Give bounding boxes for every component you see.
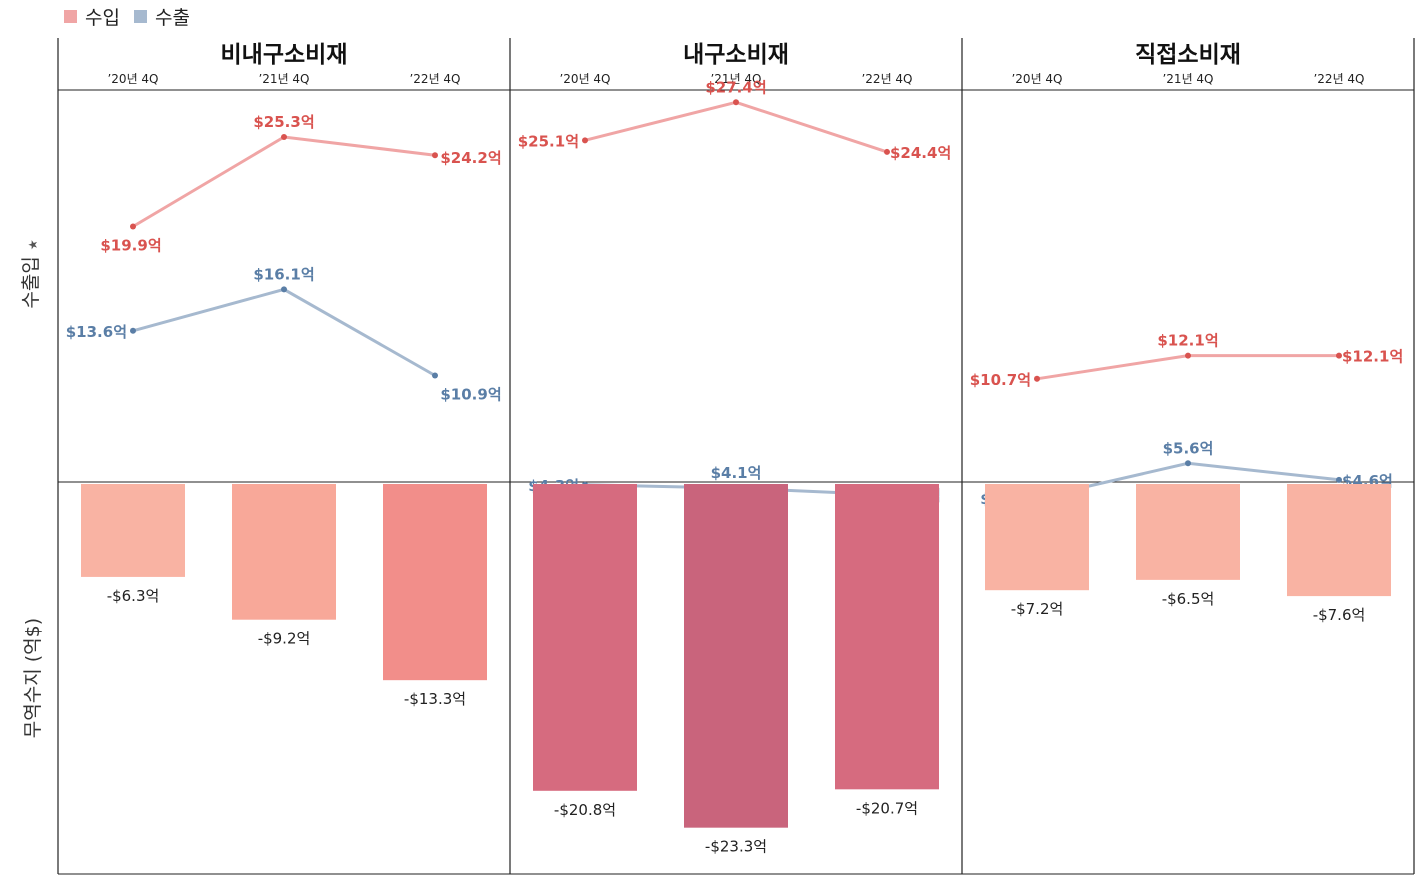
trade-balance-bar xyxy=(985,484,1089,591)
bar-data-label: -$7.6억 xyxy=(1313,606,1366,624)
export-data-label: $4.1억 xyxy=(711,464,762,482)
import-data-label: $25.1억 xyxy=(518,132,579,150)
legend-swatch-export xyxy=(133,9,147,23)
export-point xyxy=(130,327,136,334)
legend-item-export[interactable]: 수출 xyxy=(133,3,190,30)
bar-data-label: -$23.3억 xyxy=(705,838,767,856)
import-point xyxy=(1185,352,1191,359)
panel-title-1: 내구소비재 xyxy=(683,42,789,68)
x-tick-label: ’22년 4Q xyxy=(1313,72,1364,86)
trade-balance-bar xyxy=(81,484,185,577)
bar-data-label: -$20.7억 xyxy=(856,799,918,817)
import-point xyxy=(884,148,890,155)
legend-label-export: 수출 xyxy=(154,6,190,29)
import-data-label: $27.4억 xyxy=(705,78,766,96)
export-point xyxy=(432,372,438,379)
export-point xyxy=(1185,460,1191,467)
trade-balance-bar xyxy=(835,484,939,790)
import-point xyxy=(130,223,136,230)
x-tick-label: ’20년 4Q xyxy=(107,72,158,86)
x-tick-label: ’21년 4Q xyxy=(710,72,761,86)
export-data-label: $16.1억 xyxy=(253,265,314,283)
trade-balance-bar xyxy=(383,484,487,681)
import-point xyxy=(733,99,739,106)
export-point xyxy=(1336,476,1342,483)
import-data-label: $24.2억 xyxy=(440,149,501,167)
import-data-label: $10.7억 xyxy=(970,371,1031,389)
panel-title-0: 비내구소비재 xyxy=(221,42,348,68)
bar-data-label: -$7.2억 xyxy=(1011,600,1064,618)
import-point xyxy=(281,134,287,141)
x-tick-label: ’22년 4Q xyxy=(861,72,912,86)
export-data-label: $10.9억 xyxy=(440,385,501,403)
export-data-label: $5.6억 xyxy=(1163,439,1214,457)
bar-data-label: -$9.2억 xyxy=(258,630,311,648)
bar-data-label: -$20.8억 xyxy=(554,801,616,819)
import-point xyxy=(1336,352,1342,359)
import-point xyxy=(1034,375,1040,382)
bar-data-label: -$6.5억 xyxy=(1162,590,1215,608)
legend-item-import[interactable]: 수입 xyxy=(64,3,120,30)
trade-balance-bar xyxy=(232,484,336,620)
x-tick-label: ’22년 4Q xyxy=(409,72,460,86)
bar-data-label: -$13.3억 xyxy=(404,690,466,708)
bar-data-label: -$6.3억 xyxy=(107,587,160,605)
import-data-label: $19.9억 xyxy=(100,236,161,254)
export-data-label: $13.6억 xyxy=(66,323,127,341)
panel-title-2: 직접소비재 xyxy=(1135,42,1241,68)
x-tick-label: ’20년 4Q xyxy=(1011,72,1062,86)
import-line-0 xyxy=(132,135,436,228)
trade-balance-bar xyxy=(533,484,637,791)
trade-balance-bar xyxy=(1287,484,1391,597)
import-data-label: $12.1억 xyxy=(1342,348,1403,366)
import-data-label: $12.1억 xyxy=(1157,332,1218,350)
legend: 수입 수출 xyxy=(64,3,190,30)
export-point xyxy=(281,286,287,293)
x-tick-label: ’21년 4Q xyxy=(1162,72,1213,86)
import-data-label: $24.4억 xyxy=(890,144,951,162)
x-tick-label: ’21년 4Q xyxy=(258,72,309,86)
import-point xyxy=(582,137,588,144)
trade-balance-bar xyxy=(684,484,788,828)
import-line-1 xyxy=(584,100,888,154)
x-tick-label: ’20년 4Q xyxy=(559,72,610,86)
export-line-0 xyxy=(132,287,436,377)
import-data-label: $25.3억 xyxy=(253,113,314,131)
trade-balance-bar xyxy=(1136,484,1240,580)
import-line-2 xyxy=(1036,354,1339,381)
import-point xyxy=(432,152,438,159)
legend-label-import: 수입 xyxy=(85,6,120,29)
legend-swatch-import xyxy=(64,9,77,23)
